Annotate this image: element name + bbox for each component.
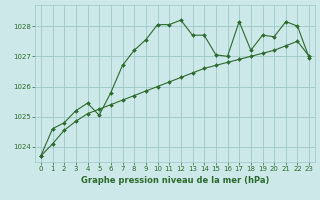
X-axis label: Graphe pression niveau de la mer (hPa): Graphe pression niveau de la mer (hPa) [81, 176, 269, 185]
